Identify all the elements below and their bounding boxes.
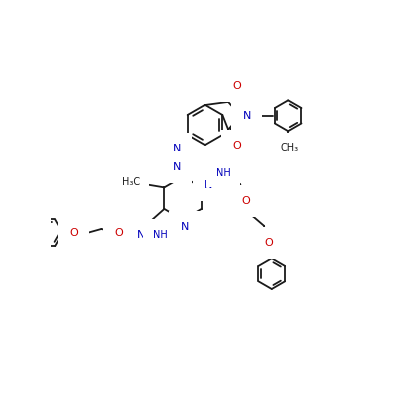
Text: N: N [242, 111, 251, 121]
Text: H₃C: H₃C [122, 177, 140, 187]
Text: N: N [173, 162, 181, 172]
Text: N: N [173, 144, 181, 154]
Text: N: N [204, 180, 212, 190]
Text: N: N [137, 230, 146, 240]
Text: NH: NH [153, 230, 168, 240]
Text: O: O [241, 196, 250, 206]
Text: O: O [232, 81, 241, 91]
Text: O: O [69, 228, 78, 238]
Text: NH: NH [216, 168, 230, 178]
Text: O: O [114, 228, 123, 238]
Text: CH₃: CH₃ [281, 143, 299, 153]
Text: O: O [232, 141, 241, 151]
Text: O: O [264, 238, 273, 248]
Text: N: N [180, 222, 189, 232]
